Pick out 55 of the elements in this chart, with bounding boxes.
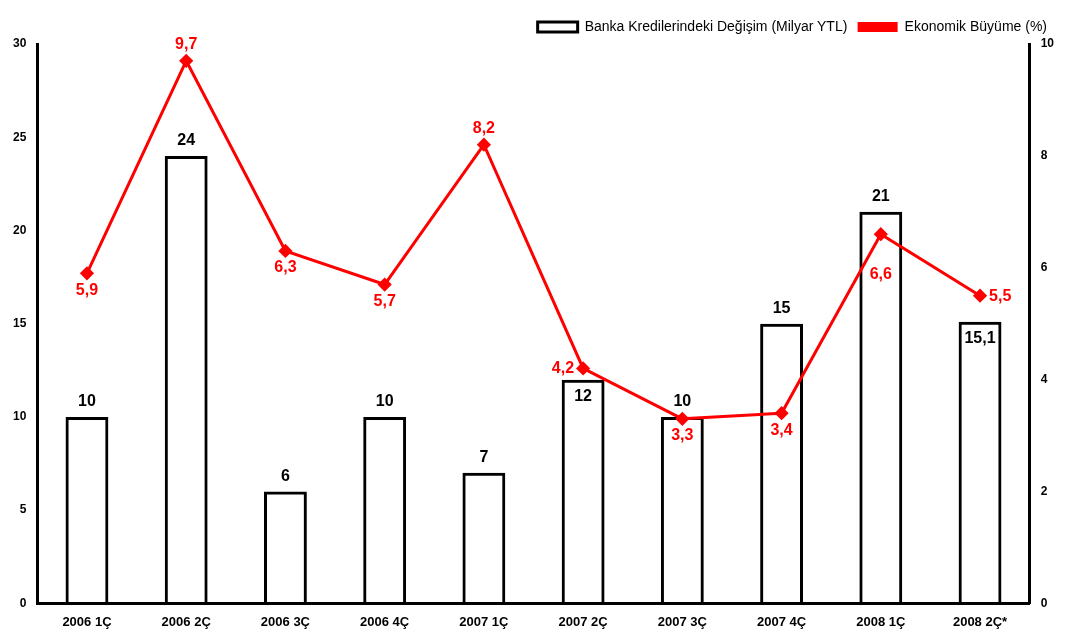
data-label: 6 <box>280 466 290 484</box>
data-label: 5,9 <box>75 280 99 298</box>
data-label: 21 <box>871 187 890 205</box>
point <box>675 412 689 426</box>
data-label: 3,4 <box>770 420 793 438</box>
data-label: 10 <box>78 392 96 410</box>
data-label: 15 <box>772 299 791 317</box>
data-label: 4,2 <box>551 359 575 377</box>
y-tick-label: 0 <box>19 595 27 610</box>
point <box>278 244 292 258</box>
point <box>874 227 888 241</box>
y-tick-label: 10 <box>12 409 27 424</box>
point <box>179 54 193 68</box>
data-label: 6,3 <box>274 258 297 276</box>
data-label: 7 <box>479 448 489 466</box>
x-tick-label: 2006 4Ç <box>360 613 410 629</box>
data-label: 6,6 <box>869 264 893 282</box>
y2-tick-label: 6 <box>1040 260 1048 275</box>
data-label: 12 <box>574 387 593 405</box>
data-label: 24 <box>177 131 196 149</box>
data-label: 3,3 <box>671 426 694 444</box>
data-label: 8,2 <box>472 119 496 137</box>
point <box>378 278 392 292</box>
y-tick-label: 30 <box>12 36 27 51</box>
y-tick-label: 20 <box>12 222 27 237</box>
data-label: 5,5 <box>989 286 1012 304</box>
legend-label: Banka Kredilerindeki Değişim (Milyar YTL) <box>584 17 848 34</box>
point <box>576 361 590 375</box>
point <box>80 266 94 280</box>
x-tick-label: 2008 1Ç <box>856 613 906 629</box>
data-label: 15,1 <box>964 329 996 347</box>
y-tick-label: 15 <box>12 316 27 331</box>
y-tick-label: 25 <box>12 129 27 144</box>
y-tick-label: 5 <box>19 502 27 517</box>
point <box>477 138 491 152</box>
y2-tick-label: 2 <box>1040 483 1048 498</box>
data-label: 5,7 <box>373 291 396 309</box>
data-label: 10 <box>375 392 394 410</box>
y2-tick-label: 0 <box>1040 595 1048 610</box>
x-tick-label: 2007 3Ç <box>657 613 708 629</box>
y2-tick-label: 4 <box>1040 371 1048 386</box>
y2-tick-label: 8 <box>1040 148 1048 163</box>
x-tick-label: 2008 2Ç* <box>952 613 1009 629</box>
data-label: 9,7 <box>175 35 198 53</box>
x-tick-label: 2006 1Ç <box>62 613 113 629</box>
x-tick-label: 2006 3Ç <box>260 613 311 629</box>
x-tick-label: 2007 2Ç <box>558 613 609 629</box>
x-tick-label: 2007 4Ç <box>757 613 807 629</box>
point <box>973 289 987 303</box>
y2-tick-label: 10 <box>1040 36 1055 51</box>
legend-label: Ekonomik Büyüme (%) <box>904 17 1048 34</box>
x-tick-label: 2006 2Ç <box>161 613 212 629</box>
data-label: 10 <box>673 392 692 410</box>
x-tick-label: 2007 1Ç <box>459 613 510 629</box>
point <box>775 406 789 420</box>
